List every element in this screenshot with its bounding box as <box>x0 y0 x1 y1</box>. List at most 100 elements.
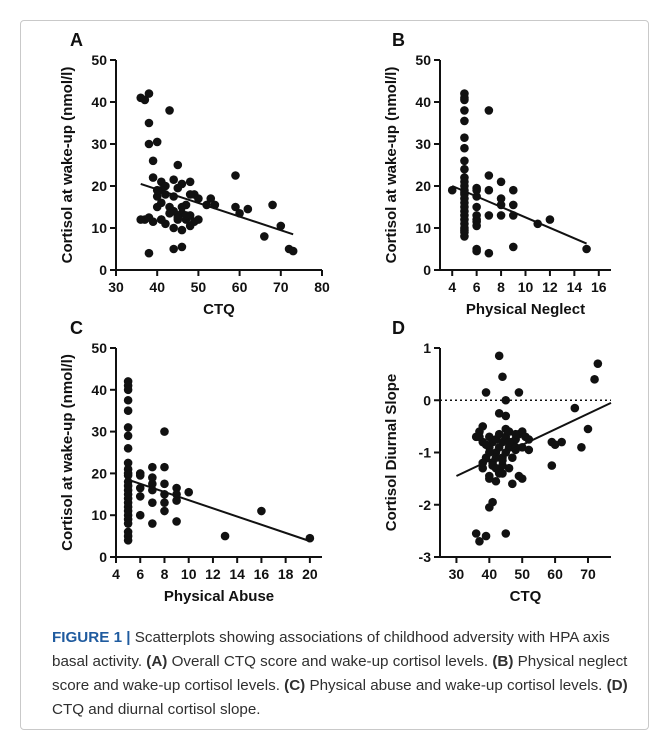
panel-d-point <box>501 395 511 405</box>
panel-c-point <box>172 517 181 526</box>
panel-a-point <box>177 225 187 235</box>
panel-a-point <box>185 221 195 231</box>
panel-c-point <box>184 487 194 497</box>
panel-c-point <box>257 506 266 516</box>
panel-a-point <box>194 194 203 203</box>
panel-b-point <box>484 106 494 115</box>
panel-c-ytick-label: 40 <box>91 382 107 398</box>
panel-a-point <box>243 204 253 214</box>
panel-a-point <box>144 139 154 149</box>
panel-c-point <box>160 506 169 516</box>
panel-d-fit-line <box>456 401 612 477</box>
panel-d-point <box>514 388 524 397</box>
panel-b-xtick-label: 4 <box>448 279 456 295</box>
panel-a-xtick-label: 40 <box>149 279 165 295</box>
panel-d-xtick-label: 50 <box>514 566 530 582</box>
panel-d-point <box>508 453 517 463</box>
panel-a-point <box>177 242 187 252</box>
panel-b-y-label: Cortisol at wake-up (nmol/l) <box>383 67 400 264</box>
panel-d-point <box>498 456 507 465</box>
panel-b-point <box>472 221 481 231</box>
panel-d-x-label: CTQ <box>510 588 542 605</box>
panel-a-point <box>144 89 154 98</box>
panel-b-point <box>460 133 469 142</box>
panel-a-xtick-label: 70 <box>273 279 289 295</box>
panel-c-xtick-label: 14 <box>229 566 245 582</box>
panel-d-point <box>491 463 501 473</box>
panel-c-point <box>148 498 157 507</box>
panel-d-y-label: Cortisol Diurnal Slope <box>383 374 400 532</box>
panel-c-xtick-label: 20 <box>302 566 318 582</box>
panel-a-xtick-label: 80 <box>314 279 330 295</box>
panel-a-ytick-label: 0 <box>99 262 107 278</box>
caption-ref-a: (A) <box>146 653 168 670</box>
panel-c-xtick-label: 16 <box>254 566 270 582</box>
panel-b-point <box>545 215 555 224</box>
figure-frame <box>20 20 649 730</box>
panel-a-point <box>288 246 298 256</box>
panel-c-xtick-label: 12 <box>205 566 221 582</box>
panel-a-ytick-label: 30 <box>91 136 107 152</box>
panel-b-point <box>582 244 591 254</box>
panel-b-xtick-label: 6 <box>473 279 481 295</box>
panel-c-point <box>123 423 133 432</box>
caption-text-b: Physical neglect score and wake-up corti… <box>52 653 628 694</box>
panel-d-ytick-label: -2 <box>419 497 432 513</box>
panel-b-xtick-label: 16 <box>591 279 607 295</box>
panel-a-point <box>177 202 187 212</box>
panel-a-point <box>231 171 240 180</box>
panel-d-point <box>517 474 527 483</box>
panel-a-point <box>148 217 158 226</box>
panel-b-point <box>484 185 494 195</box>
panel-a-point <box>152 192 162 201</box>
panel-d-point <box>481 388 491 397</box>
panel-c-point <box>305 533 315 543</box>
panel-c-point <box>160 479 169 489</box>
panel-d-point <box>583 424 593 434</box>
panel-b-point <box>508 200 518 210</box>
panel-c-point <box>123 458 133 468</box>
panel-a-point <box>206 194 216 203</box>
panel-b-point <box>460 225 469 235</box>
panel-b-point <box>460 116 469 126</box>
panel-b-letter: B <box>392 30 405 50</box>
panel-b-point <box>484 171 494 180</box>
panel-d-point <box>494 429 504 439</box>
panel-c-point <box>135 483 145 493</box>
panel-c-xtick-label: 6 <box>136 566 144 582</box>
panel-d-point <box>593 359 603 368</box>
panel-b-point <box>460 164 469 174</box>
panel-a-point <box>152 137 162 147</box>
panel-d-point <box>504 427 514 436</box>
panel-a-y-label: Cortisol at wake-up (nmol/l) <box>59 67 76 264</box>
panel-d-point <box>494 351 504 361</box>
panel-d-xtick-label: 40 <box>482 566 498 582</box>
panel-a-point <box>165 106 174 115</box>
panel-d-point <box>508 479 517 489</box>
panel-a-x-label: CTQ <box>203 301 235 318</box>
panel-d-point <box>475 432 484 442</box>
panel-c-xtick-label: 10 <box>181 566 197 582</box>
panel-c-y-label: Cortisol at wake-up (nmol/l) <box>59 354 76 551</box>
panel-b-x-label: Physical Neglect <box>466 301 585 318</box>
panel-c-x-label: Physical Abuse <box>164 588 274 605</box>
panel-c-point <box>160 498 169 507</box>
panel-d-xtick-label: 60 <box>547 566 563 582</box>
panel-d-point <box>471 529 481 538</box>
panel-d-point <box>491 476 501 486</box>
panel-d-point <box>557 437 566 447</box>
panel-d-point <box>577 442 586 452</box>
panel-b-point <box>460 95 469 105</box>
panel-c-point <box>123 469 133 478</box>
panel-c-point <box>148 479 157 489</box>
panel-d-point <box>570 403 580 413</box>
panel-a-letter: A <box>70 30 83 50</box>
panel-b-point <box>508 185 518 195</box>
panel-b-point <box>508 242 518 252</box>
panel-c-point <box>123 395 133 405</box>
panel-d-point <box>511 429 520 439</box>
panel-b-ytick-label: 50 <box>415 52 431 68</box>
panel-a-point <box>169 244 178 254</box>
panel-d-point <box>488 497 497 507</box>
panel-c-ytick-label: 10 <box>91 507 107 523</box>
